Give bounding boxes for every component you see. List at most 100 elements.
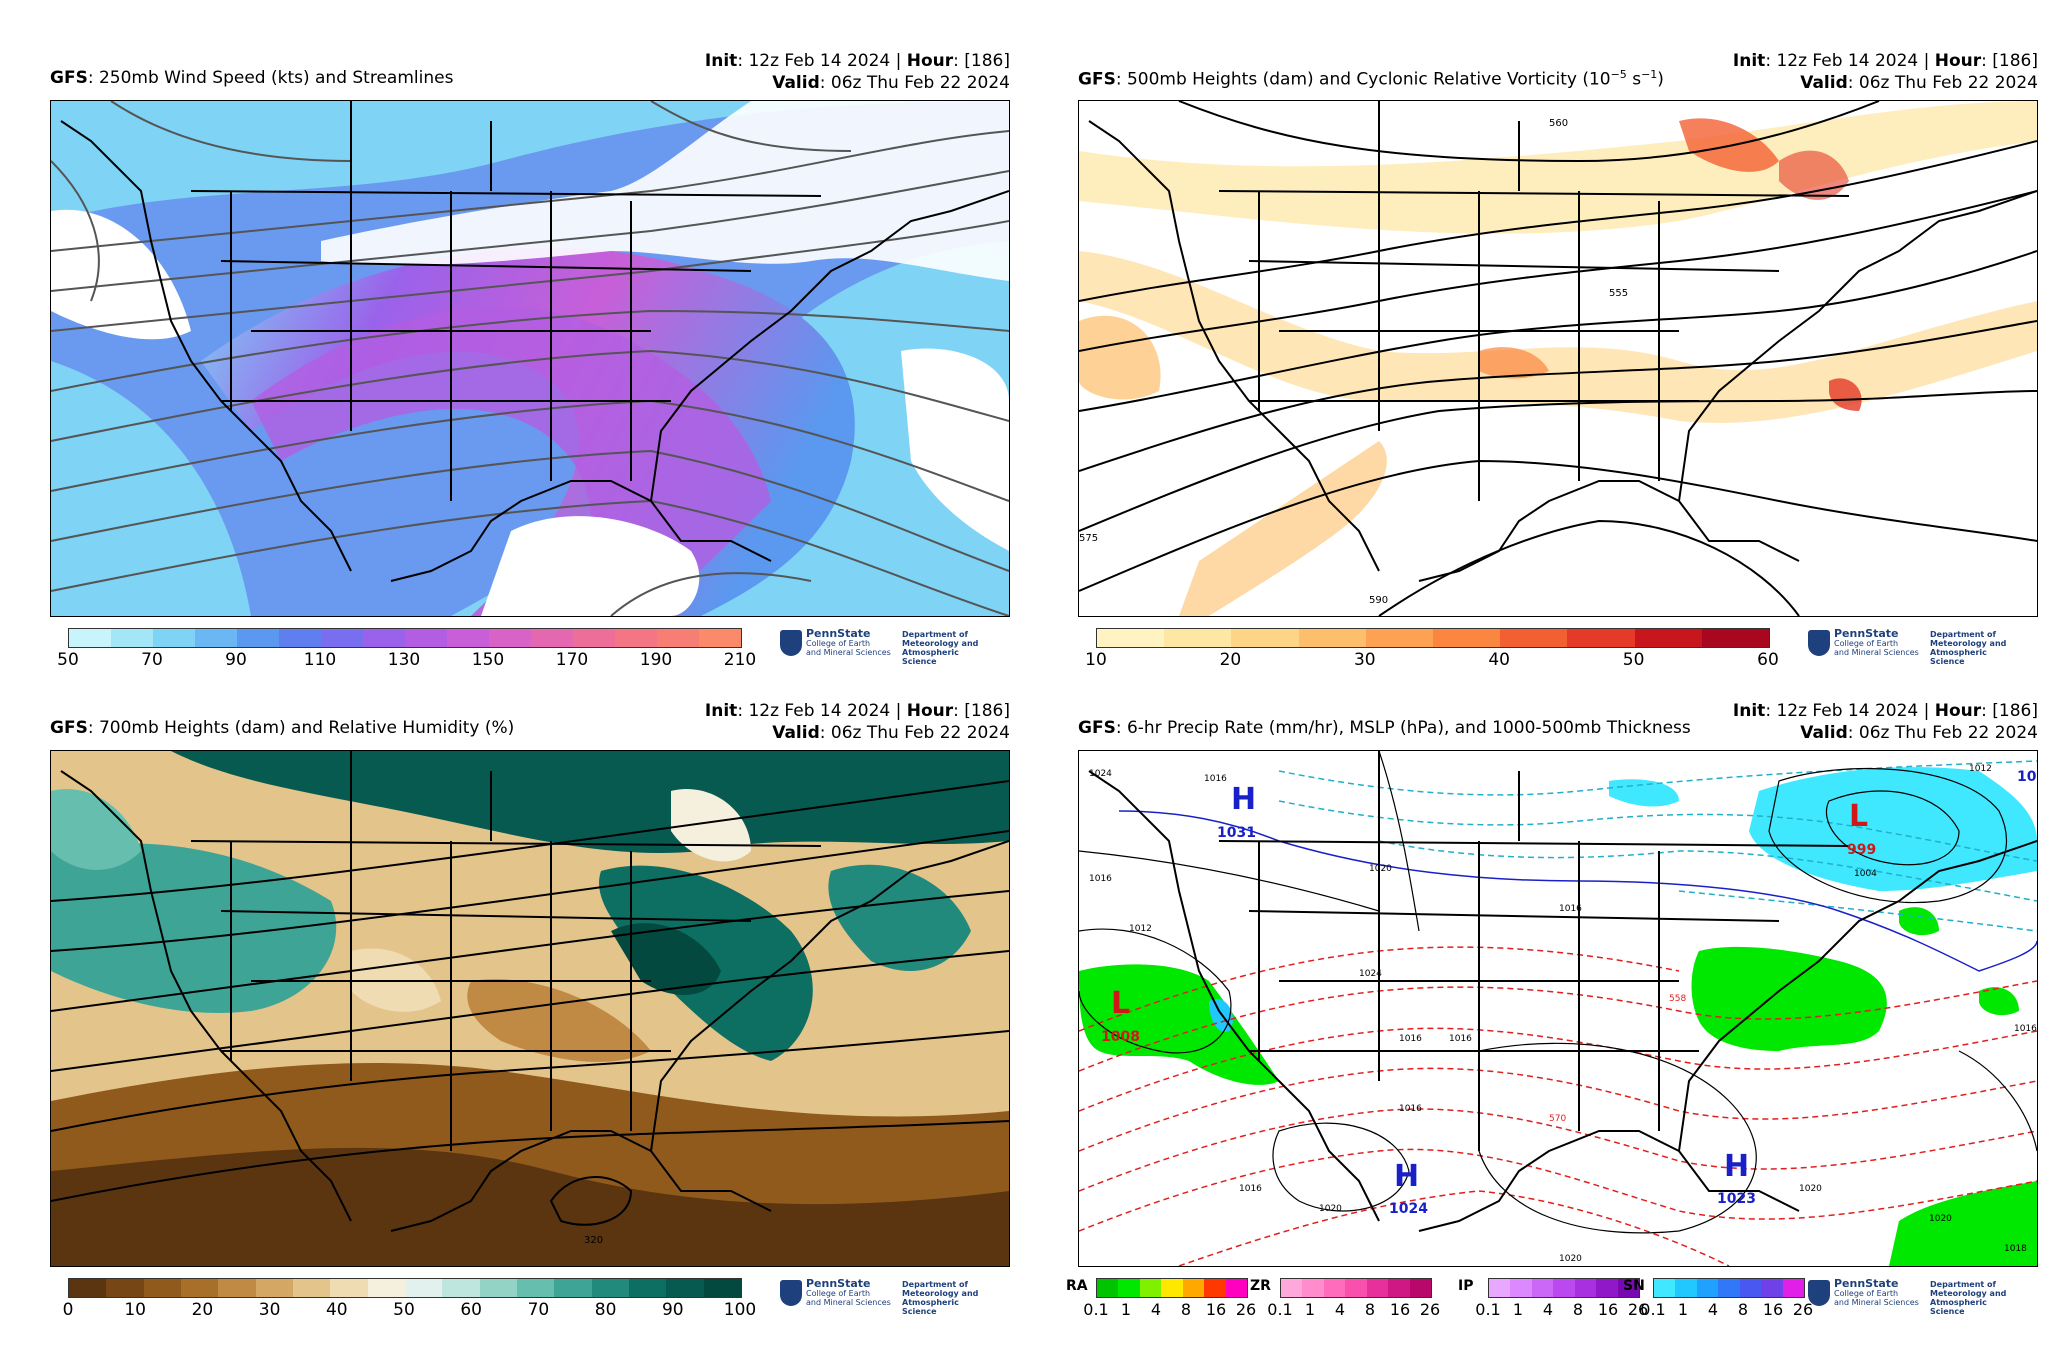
contour-label: 1016 xyxy=(1204,774,1227,784)
precip-type-colorbar xyxy=(1488,1278,1640,1298)
contour-label: 1020 xyxy=(1559,1254,1582,1264)
contour-label: 1016 xyxy=(1559,904,1582,914)
colorbar-swatch xyxy=(573,629,615,647)
panel-title: GFS: 700mb Heights (dam) and Relative Hu… xyxy=(50,718,515,738)
wind-speed-map xyxy=(50,100,1010,617)
colorbar-swatch xyxy=(1281,1279,1303,1297)
colorbar-tick-label: 50 xyxy=(393,1300,415,1320)
nittany-lion-shield-icon xyxy=(780,1280,802,1306)
colorbar-tick-label: 70 xyxy=(141,650,163,670)
colorbar-swatch xyxy=(1366,1279,1389,1297)
colorbar-swatch xyxy=(1388,1279,1410,1297)
precip-type-colorbar xyxy=(1653,1278,1805,1298)
pressure-value: 999 xyxy=(1847,842,1876,858)
colorbar-swatch xyxy=(237,629,279,647)
precip-tick-label: 26 xyxy=(1627,1300,1649,1319)
colorbar-swatch xyxy=(657,629,699,647)
colorbar-tick-label: 50 xyxy=(57,650,79,670)
colorbar-swatch xyxy=(479,1279,517,1297)
panel-250mb-wind: Init: 12z Feb 14 2024 | Hour: [186] Vali… xyxy=(50,50,1010,690)
colorbar-swatch xyxy=(1553,1279,1575,1297)
colorbar-swatch xyxy=(1097,1279,1119,1297)
precip-tick-label: 26 xyxy=(1792,1300,1814,1319)
pennstate-logo: PennState College of Earth and Mineral Sci… xyxy=(1808,1278,2018,1316)
colorbar-swatch xyxy=(699,629,741,647)
colorbar-swatch xyxy=(1634,629,1702,647)
colorbar-swatch xyxy=(615,629,657,647)
colorbar-swatch xyxy=(1761,1279,1783,1297)
colorbar-tick-label: 110 xyxy=(303,650,337,670)
colorbar-swatch xyxy=(1574,1279,1597,1297)
precip-tick-label: 1 xyxy=(1120,1300,1132,1319)
precip-tick-label: 4 xyxy=(1150,1300,1162,1319)
precip-tick-label: 0.1 xyxy=(1640,1300,1666,1319)
colorbar-swatch xyxy=(1617,1279,1639,1297)
precip-tick-label: 0.1 xyxy=(1083,1300,1109,1319)
high-pressure-symbol: H xyxy=(1231,782,1256,817)
colorbar-swatch xyxy=(195,629,237,647)
contour-label: 1016 xyxy=(1399,1034,1422,1044)
precip-tick-label: 4 xyxy=(1707,1300,1719,1319)
colorbar-swatch xyxy=(69,1279,107,1297)
precip-tick-label: 16 xyxy=(1762,1300,1784,1319)
colorbar-tick-label: 0 xyxy=(62,1300,74,1320)
colorbar-swatch xyxy=(218,1279,256,1297)
precip-tick-label: 8 xyxy=(1364,1300,1376,1319)
colorbar-swatch xyxy=(279,629,321,647)
vorticity-colorbar xyxy=(1096,628,1770,648)
contour-label: 575 xyxy=(1079,533,1098,544)
colorbar-swatch xyxy=(1510,1279,1532,1297)
colorbar-swatch xyxy=(321,629,363,647)
colorbar-tick-label: 30 xyxy=(258,1300,281,1320)
panel-header-right: Init: 12z Feb 14 2024 | Hour: [186] Vali… xyxy=(1732,701,2038,743)
precip-tick-label: 1 xyxy=(1304,1300,1316,1319)
colorbar-tick-label: 100 xyxy=(723,1300,757,1320)
colorbar-swatch xyxy=(1567,629,1635,647)
colorbar-tick-label: 90 xyxy=(225,650,247,670)
colorbar-tick-label: 90 xyxy=(661,1300,684,1320)
colorbar-tick-label: 80 xyxy=(594,1300,617,1320)
colorbar-swatch xyxy=(1118,1279,1140,1297)
colorbar-swatch xyxy=(1718,1279,1740,1297)
colorbar-tick-label: 70 xyxy=(527,1300,550,1320)
precip-type-label: ZR xyxy=(1250,1278,1271,1294)
pressure-value: 1008 xyxy=(1101,1029,1140,1045)
colorbar-tick-label: 170 xyxy=(555,650,589,670)
nittany-lion-shield-icon xyxy=(780,630,802,656)
precip-tick-label: 8 xyxy=(1737,1300,1749,1319)
contour-label: 560 xyxy=(1549,118,1568,129)
colorbar-swatch xyxy=(404,1279,443,1297)
colorbar-swatch xyxy=(1365,629,1434,647)
precip-tick-label: 4 xyxy=(1334,1300,1346,1319)
contour-label: 1016 xyxy=(1449,1034,1472,1044)
panel-header-right: Init: 12z Feb 14 2024 | Hour: [186] Vali… xyxy=(704,701,1010,743)
colorbar-swatch xyxy=(1164,629,1232,647)
colorbar-tick-label: 150 xyxy=(471,650,505,670)
pennstate-logo: PennState College of Earth and Mineral Sci… xyxy=(1808,628,2018,666)
contour-label: 1004 xyxy=(1854,869,1877,879)
colorbar-swatch xyxy=(1323,1279,1346,1297)
colorbar-tick-label: 210 xyxy=(723,650,757,670)
humidity-colorbar-ticks: 0 10 20 30 40 50 60 70 80 90 100 xyxy=(63,1300,757,1324)
colorbar-swatch xyxy=(1097,629,1165,647)
panel-700mb-rh: Init: 12z Feb 14 2024 | Hour: [186] Vali… xyxy=(50,700,1010,1340)
colorbar-tick-label: 20 xyxy=(1219,650,1242,670)
colorbar-swatch xyxy=(363,629,405,647)
colorbar-swatch xyxy=(531,629,573,647)
pennstate-logo: PennState College of Earth and Mineral Sci… xyxy=(780,1278,990,1316)
colorbar-swatch xyxy=(106,1279,144,1297)
colorbar-swatch xyxy=(1531,1279,1554,1297)
contour-label: 1018 xyxy=(2004,1244,2027,1254)
contour-label: 1016 xyxy=(1089,874,1112,884)
colorbar-swatch xyxy=(489,629,531,647)
colorbar-tick-label: 40 xyxy=(1488,650,1511,670)
panel-500mb-vorticity: Init: 12z Feb 14 2024 | Hour: [186] Vali… xyxy=(1078,50,2038,690)
colorbar-swatch xyxy=(153,629,195,647)
contour-label: 1020 xyxy=(1319,1204,1342,1214)
colorbar-swatch xyxy=(591,1279,629,1297)
colorbar-swatch xyxy=(143,1279,181,1297)
colorbar-swatch xyxy=(1782,1279,1804,1297)
colorbar-tick-label: 30 xyxy=(1353,650,1376,670)
colorbar-tick-label: 50 xyxy=(1622,650,1645,670)
colorbar-swatch xyxy=(1696,1279,1719,1297)
